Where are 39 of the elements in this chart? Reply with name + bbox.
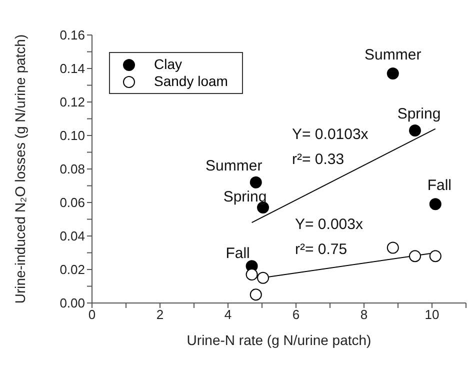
y-tick-label: 0.10: [60, 128, 85, 144]
legend-label: Clay: [154, 56, 182, 73]
point: [429, 198, 442, 210]
annotation: Summer: [206, 157, 262, 174]
x-axis-title: Urine-N rate (g N/urine patch): [186, 332, 372, 348]
y-tick-label: 0.02: [60, 262, 85, 278]
y-tick-label: 0.14: [60, 61, 85, 76]
annotation: Spring: [397, 105, 441, 122]
point: [386, 242, 399, 254]
point: [250, 176, 262, 188]
x-tick-label: 2: [156, 307, 164, 322]
x-tick-label: 8: [360, 307, 368, 322]
x-tick-label: 10: [424, 307, 440, 322]
y-tick-label: 0.00: [60, 296, 85, 311]
point: [409, 124, 421, 136]
point: [409, 250, 421, 262]
annotation: Spring: [223, 188, 267, 206]
point: [429, 250, 442, 262]
annotation: Fall: [226, 245, 250, 262]
x-tick-label: 0: [88, 307, 96, 322]
annotation: Y= 0.0103x: [292, 126, 368, 143]
annotation: Y= 0.003x: [295, 216, 363, 233]
point: [246, 268, 258, 281]
x-tick-label: 4: [224, 307, 232, 322]
y-tick-label: 0.16: [60, 28, 85, 43]
legend-label: Sandy loam: [154, 73, 228, 90]
y-tick-label: 0.12: [60, 94, 85, 110]
annotation: r²= 0.33: [292, 151, 344, 168]
annotation: Fall: [427, 177, 452, 194]
point: [250, 288, 262, 301]
point: [257, 272, 270, 284]
point: [386, 68, 399, 80]
annotation: Summer: [364, 46, 422, 64]
y-axis-title: Urine-induced N₂O losses (g N/urine patch): [12, 34, 28, 304]
annotation: r²= 0.75: [295, 241, 348, 258]
y-tick-label: 0.06: [60, 195, 85, 210]
y-tick-label: 0.04: [60, 228, 85, 244]
y-tick-label: 0.08: [60, 162, 85, 177]
x-tick-label: 6: [292, 307, 300, 322]
